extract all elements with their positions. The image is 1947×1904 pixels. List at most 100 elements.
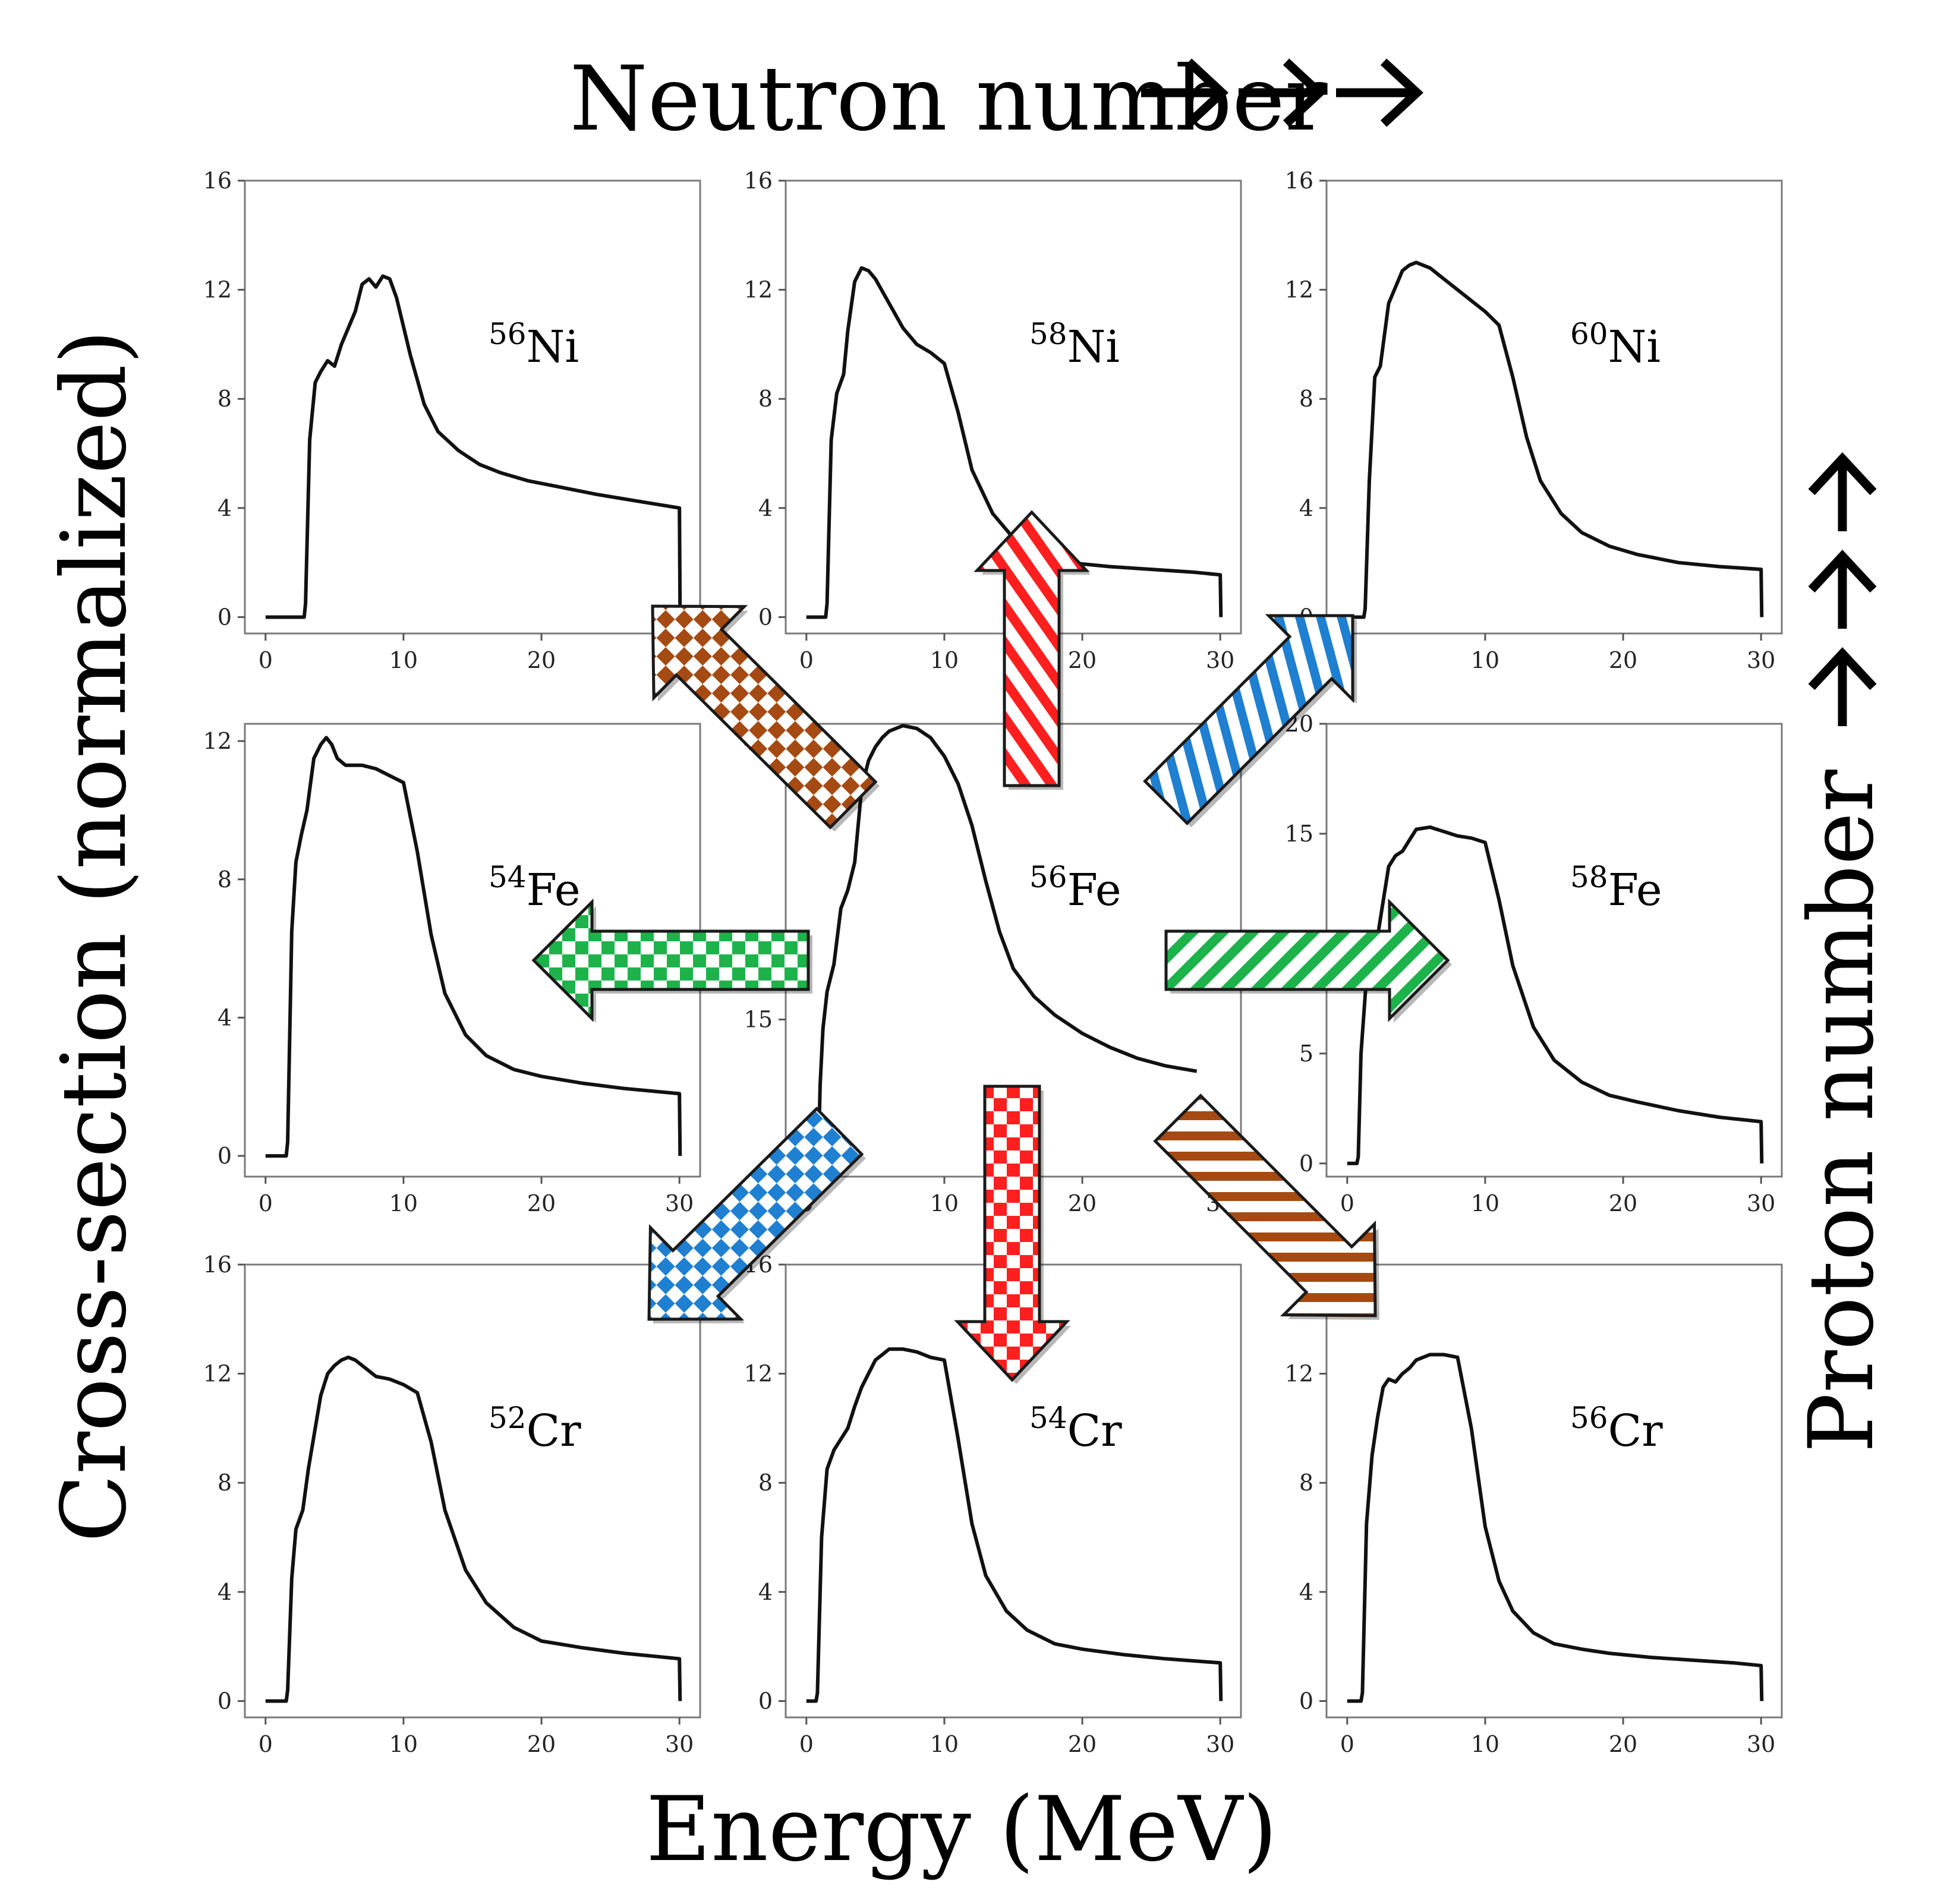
cross-section-curve: [265, 274, 682, 619]
x-tick-label: 10: [930, 1731, 959, 1757]
y-tick-label: 12: [203, 728, 232, 754]
nucleus-label: 56Cr: [1570, 1401, 1663, 1457]
mass-number: 56: [489, 317, 527, 351]
arrow-body: [1164, 898, 1450, 1023]
x-tick-label: 20: [527, 647, 556, 673]
x-tick-label: 20: [1068, 1190, 1097, 1216]
y-tick-label: 16: [1285, 168, 1313, 194]
y-tick-label: 8: [1299, 386, 1313, 412]
cross-section-curve: [1347, 1353, 1764, 1703]
x-tick-label: 20: [1609, 1190, 1637, 1216]
x-tick-label: 20: [527, 1731, 556, 1757]
y-tick-label: 12: [203, 1361, 232, 1387]
y-tick-label: 15: [1285, 821, 1313, 847]
x-tick-label: 20: [1609, 1731, 1637, 1757]
chart-panel-52cr: 0 10 20 30 0 4 8 12 16 52Cr: [203, 1252, 701, 1757]
top-arrows: [1141, 58, 1424, 127]
mass-number: 54: [1029, 1401, 1067, 1435]
arrow-up-icon: [974, 510, 1091, 790]
nucleus-label: 52Cr: [489, 1401, 581, 1457]
y-tick-label: 8: [218, 386, 232, 412]
x-tick-label: 10: [930, 1190, 959, 1216]
x-tick-label: 0: [259, 1731, 273, 1757]
neutron-arrow-icon: [1336, 58, 1424, 127]
arrow-body: [974, 510, 1090, 787]
y-tick-label: 16: [203, 168, 232, 194]
y-axis-label: Cross-section (normalized): [43, 329, 146, 1542]
y-tick-label: 12: [1285, 1361, 1313, 1387]
y-tick-label: 0: [758, 1688, 773, 1714]
x-tick-label: 10: [930, 647, 959, 673]
x-tick-label: 0: [799, 647, 814, 673]
arrow-right-icon: [1164, 898, 1452, 1023]
y-tick-label: 4: [218, 495, 232, 521]
x-tick-label: 10: [1471, 1190, 1499, 1216]
arrow-body: [647, 1107, 864, 1321]
element-symbol: Fe: [1067, 865, 1121, 916]
element-symbol: Fe: [527, 865, 581, 916]
mass-number: 56: [1570, 1401, 1608, 1435]
arrow-down-icon: [954, 1085, 1071, 1384]
x-tick-label: 30: [1747, 1190, 1775, 1216]
element-symbol: Ni: [1608, 321, 1661, 373]
plot-frame: [244, 1263, 701, 1719]
right-axis-label: Proton number: [1790, 770, 1894, 1453]
y-tick-label: 12: [1285, 277, 1313, 303]
x-tick-label: 30: [665, 1190, 694, 1216]
y-tick-label: 0: [218, 1688, 232, 1714]
plot-frame: [244, 179, 701, 635]
arrow-down-right-icon: [1153, 1093, 1379, 1320]
x-tick-label: 10: [389, 1731, 418, 1757]
arrow-body: [651, 604, 878, 830]
x-tick-label: 0: [259, 647, 273, 673]
element-symbol: Ni: [1067, 321, 1120, 373]
y-tick-label: 8: [758, 1470, 773, 1496]
nucleus-label: 54Fe: [489, 860, 581, 916]
arrow-left-icon: [531, 898, 812, 1023]
arrow-body: [1153, 1093, 1377, 1317]
y-tick-label: 12: [203, 277, 232, 303]
x-tick-label: 0: [1340, 1731, 1354, 1757]
y-tick-label: 0: [758, 604, 773, 630]
y-tick-label: 8: [758, 386, 773, 412]
arrow-up-left-icon: [651, 604, 880, 832]
nucleus-label: 56Ni: [489, 317, 579, 373]
arrow-down-left-icon: [647, 1107, 866, 1323]
x-tick-label: 30: [1747, 647, 1775, 673]
x-tick-label: 20: [1609, 647, 1637, 673]
cross-section-curve: [806, 266, 1223, 619]
nucleus-label: 60Ni: [1570, 317, 1661, 373]
arrow-body: [531, 898, 810, 1023]
y-tick-label: 5: [1299, 1041, 1313, 1067]
mass-number: 56: [1029, 860, 1067, 894]
nucleus-label: 54Cr: [1029, 1401, 1122, 1457]
y-tick-label: 8: [218, 866, 232, 893]
chart-panel-60ni: 0102030048121660Ni: [1285, 168, 1783, 673]
neutron-arrow-icon: [1141, 58, 1229, 127]
y-tick-label: 8: [218, 1470, 232, 1496]
panels-layer: 0102030048121656Ni0102030048121658Ni0102…: [203, 168, 1783, 1757]
element-symbol: Fe: [1608, 865, 1662, 916]
cross-section-curve: [806, 1347, 1223, 1703]
cross-section-curve: [817, 724, 1198, 1140]
right-arrows: [1808, 452, 1877, 726]
mass-number: 60: [1570, 317, 1608, 351]
x-tick-label: 10: [1471, 1731, 1499, 1757]
cross-section-curve: [265, 736, 682, 1158]
x-tick-label: 30: [1206, 647, 1234, 673]
chart-panel-56ni: 0102030048121656Ni: [203, 168, 701, 673]
y-tick-label: 8: [1299, 1470, 1313, 1496]
arrow-body: [954, 1085, 1070, 1382]
mass-number: 58: [1029, 317, 1067, 351]
plot-frame: [1325, 1263, 1783, 1719]
x-tick-label: 20: [1068, 647, 1097, 673]
y-tick-label: 4: [758, 1579, 773, 1605]
nucleus-label: 58Ni: [1029, 317, 1120, 373]
element-symbol: Cr: [1608, 1405, 1664, 1457]
proton-arrow-icon: [1808, 647, 1877, 726]
cross-section-curve: [1347, 260, 1764, 619]
chart-panel-56cr: 0102030048121656Cr: [1285, 1252, 1783, 1757]
x-tick-label: 0: [259, 1190, 273, 1216]
y-tick-label: 0: [218, 1143, 232, 1169]
